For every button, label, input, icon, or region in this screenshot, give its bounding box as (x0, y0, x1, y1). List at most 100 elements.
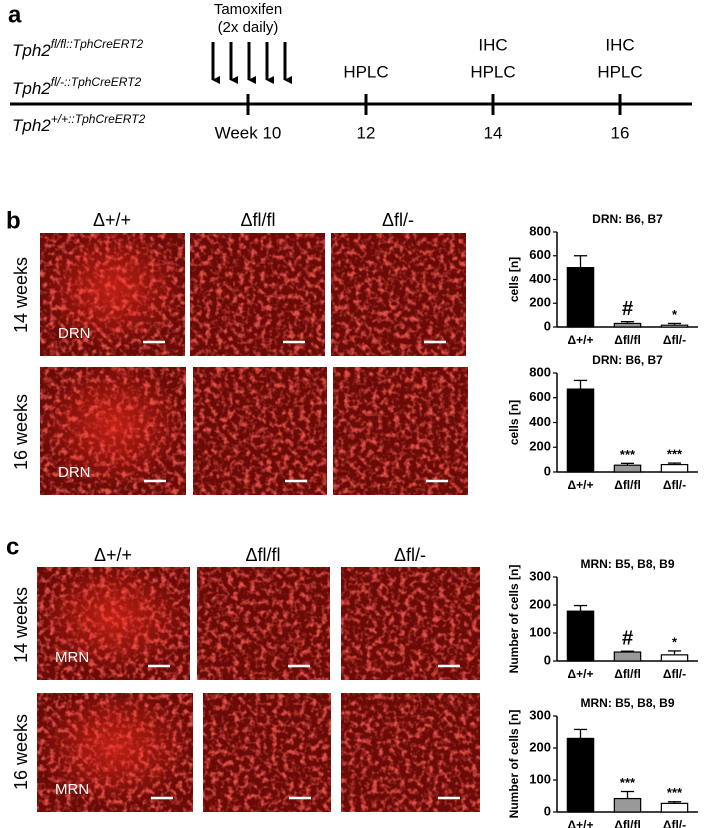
bar (660, 324, 689, 328)
genotype: Tph2+/+::TphCreERT2 (12, 112, 146, 135)
chart-title: MRN: B5, B8, B9 (580, 557, 674, 571)
bar (566, 737, 595, 813)
column-header: Δ+/+ (94, 545, 132, 565)
y-axis-label: cells [n] (507, 257, 521, 302)
row-label: 16 weeks (11, 714, 31, 790)
bar (660, 802, 689, 813)
region-label: MRN (55, 781, 89, 798)
significance-label: *** (667, 785, 683, 800)
genotype-sup: +/+::TphCreERT2 (51, 112, 146, 126)
significance-label: *** (620, 447, 636, 462)
bar (566, 610, 595, 662)
column-header: Δfl/- (394, 545, 426, 565)
timeline-event: (2x daily) (218, 19, 279, 36)
micrograph-texture (197, 567, 330, 680)
significance-label: * (672, 634, 678, 649)
y-tick-label: 400 (529, 414, 551, 429)
chart-title: MRN: B5, B8, B9 (580, 696, 674, 710)
timeline-label: 12 (357, 123, 376, 142)
bar (566, 267, 595, 328)
row-label: 14 weeks (11, 257, 31, 333)
y-tick-label: 600 (529, 247, 551, 262)
chart-title: DRN: B6, B7 (592, 212, 663, 226)
genotype-base: Tph2 (12, 79, 51, 98)
timeline-label: 14 (484, 123, 503, 142)
y-tick-label: 200 (529, 439, 551, 454)
y-tick-label: 0 (544, 463, 551, 478)
y-axis-label: Number of cells [n] (507, 565, 521, 674)
x-tick-label: Δ+/+ (568, 478, 594, 492)
y-tick-label: 800 (529, 364, 551, 379)
genotype-sup: fl/fl::TphCreERT2 (51, 37, 144, 51)
bar (613, 651, 642, 662)
y-tick-label: 0 (544, 318, 551, 333)
x-tick-label: Δfl/- (663, 478, 686, 492)
y-tick-label: 100 (529, 624, 551, 639)
genotype: Tph2fl/fl::TphCreERT2 (12, 37, 144, 60)
panel-letter: b (6, 207, 21, 234)
column-header: Δfl/- (382, 210, 414, 230)
bar (613, 797, 642, 813)
panel-letter: c (6, 533, 19, 560)
y-tick-label: 200 (529, 596, 551, 611)
timeline-event: Tamoxifen (214, 1, 282, 18)
chart-title: DRN: B6, B7 (592, 353, 663, 367)
x-tick-label: Δfl/fl (614, 667, 641, 681)
bar (660, 654, 689, 662)
row-label: 16 weeks (11, 394, 31, 470)
micrograph-texture (341, 693, 480, 812)
y-tick-label: 200 (529, 739, 551, 754)
significance-label: *** (620, 775, 636, 790)
micrograph-texture (193, 367, 327, 495)
y-tick-label: 600 (529, 389, 551, 404)
y-tick-label: 400 (529, 271, 551, 286)
y-tick-label: 0 (544, 803, 551, 818)
timeline-event: IHC (605, 35, 634, 54)
micrograph-texture (190, 233, 325, 356)
x-tick-label: Δfl/fl (614, 818, 641, 828)
timeline-label: 16 (611, 123, 630, 142)
micrograph-glow (37, 567, 190, 680)
timeline-event: IHC (478, 35, 507, 54)
x-tick-label: Δ+/+ (568, 333, 594, 347)
x-tick-label: Δfl/- (663, 333, 686, 347)
micrograph-texture (203, 693, 331, 812)
y-tick-label: 300 (529, 568, 551, 583)
timeline-event: HPLC (343, 62, 388, 81)
bar (613, 464, 642, 473)
x-tick-label: Δfl/fl (614, 333, 641, 347)
y-axis-label: Number of cells [n] (507, 710, 521, 819)
y-tick-label: 0 (544, 652, 551, 667)
bar (613, 322, 642, 328)
timeline-event: HPLC (470, 62, 515, 81)
significance-label: * (672, 307, 678, 322)
significance-label: # (622, 298, 633, 320)
panel-letter: a (8, 1, 22, 28)
x-tick-label: Δfl/- (663, 818, 686, 828)
y-tick-label: 800 (529, 223, 551, 238)
y-tick-label: 300 (529, 707, 551, 722)
column-header: Δ+/+ (93, 210, 131, 230)
micrograph-glow (40, 233, 185, 356)
y-axis-label: cells [n] (507, 400, 521, 445)
genotype-base: Tph2 (12, 116, 51, 135)
micrograph-glow (37, 693, 193, 812)
x-tick-label: Δ+/+ (568, 667, 594, 681)
genotype-base: Tph2 (12, 41, 51, 60)
column-header: Δfl/fl (245, 545, 280, 565)
region-label: DRN (58, 464, 91, 481)
x-tick-label: Δfl/- (663, 667, 686, 681)
significance-label: # (622, 627, 633, 649)
micrograph-texture (331, 233, 466, 356)
bar (660, 463, 689, 473)
micrograph-texture (333, 367, 468, 495)
region-label: DRN (58, 325, 91, 342)
region-label: MRN (55, 649, 89, 666)
x-tick-label: Δ+/+ (568, 818, 594, 828)
x-tick-label: Δfl/fl (614, 478, 641, 492)
significance-label: *** (667, 447, 683, 462)
timeline-label: Week 10 (215, 123, 282, 142)
timeline-event: HPLC (597, 62, 642, 81)
y-tick-label: 100 (529, 771, 551, 786)
